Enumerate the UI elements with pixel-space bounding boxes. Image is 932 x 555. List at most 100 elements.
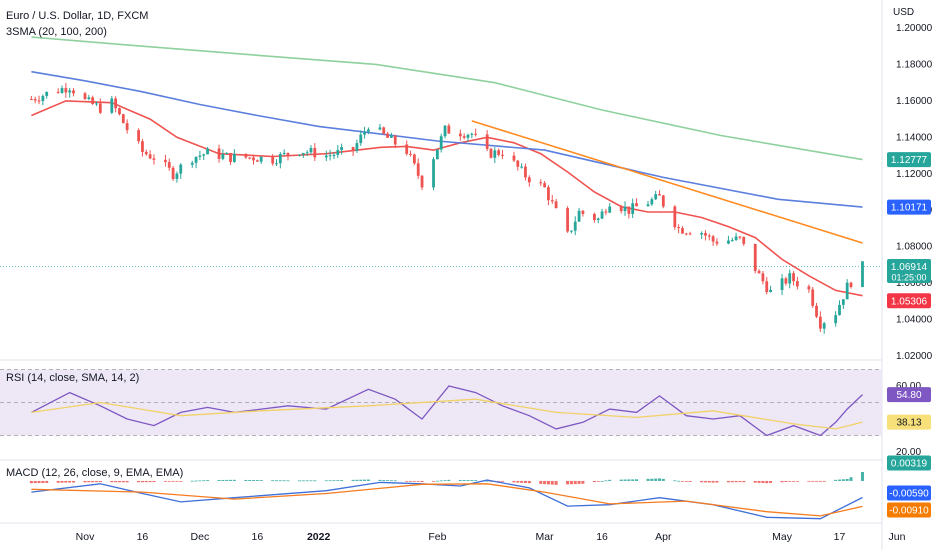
macd-histogram-bar [780, 480, 784, 483]
candle-up [573, 221, 577, 231]
candle-down [248, 157, 252, 159]
candle-down [604, 211, 608, 213]
candle-down [738, 236, 742, 238]
candle-down [688, 233, 692, 235]
macd-histogram-bar [33, 480, 37, 484]
macd-histogram-bar [458, 479, 462, 481]
series-trendline [471, 120, 863, 244]
macd-histogram-bar [711, 480, 715, 483]
candle-down [83, 93, 87, 100]
candle-down [37, 100, 41, 102]
candle-up [190, 162, 194, 165]
time-tick-label: Mar [536, 531, 555, 543]
macd-histogram-bar [83, 480, 87, 483]
candle-down [458, 133, 462, 137]
candle-down [405, 144, 409, 154]
candle-down [137, 130, 141, 142]
candle-up [769, 290, 772, 293]
candle-down [619, 206, 623, 212]
candle-up [841, 299, 845, 305]
macd-histogram-bar [765, 480, 769, 484]
candle-up [493, 150, 497, 158]
candle-up [232, 153, 236, 162]
candle-up [845, 282, 849, 300]
macd-value-label-text: 0.00319 [891, 459, 928, 470]
macd-histogram-bar [114, 480, 118, 483]
candle-down [33, 99, 37, 101]
candle-up [378, 127, 382, 130]
macd-histogram-bar [363, 479, 367, 481]
candle-up [194, 156, 198, 163]
macd-histogram-bar [409, 480, 413, 482]
time-tick-label: 16 [252, 531, 264, 543]
candle-down [271, 156, 275, 164]
macd-histogram-bar [527, 480, 531, 484]
macd-histogram-bar [635, 479, 639, 481]
macd-histogram-bar [340, 480, 344, 481]
macd-histogram-bar [474, 480, 478, 481]
macd-histogram-bar [569, 480, 573, 485]
macd-histogram-bar [466, 480, 470, 481]
macd-histogram-bar [202, 480, 206, 482]
macd-histogram-bar [726, 480, 730, 483]
macd-histogram-bar [784, 480, 788, 482]
macd-histogram-bar [769, 480, 773, 483]
candle-down [393, 135, 397, 145]
macd-histogram-bar [72, 480, 76, 483]
candle-up [202, 154, 206, 156]
macd-histogram-bar [592, 480, 596, 483]
candle-down [677, 227, 681, 229]
macd-histogram-bar [462, 479, 466, 481]
candle-up [838, 304, 841, 316]
macd-histogram-bar [838, 479, 842, 481]
macd-value-label-bg [887, 485, 931, 501]
candle-up [623, 206, 627, 212]
candle-up [600, 211, 604, 219]
candle-up [87, 97, 91, 100]
macd-histogram-bar [447, 479, 451, 481]
macd-histogram-bar [432, 480, 436, 482]
time-tick-label: Jun [888, 531, 905, 543]
candle-down [707, 235, 711, 237]
rsi-tick-label: 60.00 [896, 381, 921, 392]
candle-down [742, 236, 746, 244]
price-label-text: 1.05306 [891, 296, 928, 307]
price-label-text: 1.10171 [891, 203, 928, 214]
macd-histogram-bar [730, 480, 734, 483]
macd-histogram-bar [328, 480, 332, 482]
macd-histogram-bar [604, 480, 608, 482]
macd-histogram-bar [550, 480, 554, 485]
candle-down [351, 147, 355, 151]
candle-down [635, 203, 638, 207]
macd-value-label: 0.00319 [887, 455, 931, 471]
candle-down [56, 91, 60, 93]
candle-up [198, 155, 202, 157]
macd-histogram-bar [412, 480, 416, 482]
candle-down [592, 213, 596, 220]
time-tick-label: 17 [834, 531, 846, 543]
candle-up [520, 166, 524, 168]
price-label-bg [887, 293, 931, 309]
macd-histogram-bar [309, 480, 313, 482]
candle-down [416, 163, 420, 176]
price-label: 1.05306 [887, 293, 931, 309]
candle-up [41, 95, 45, 101]
macd-legend: MACD (12, 26, close, 9, EMA, EMA) [6, 467, 184, 479]
candle-up [359, 134, 363, 144]
macd-histogram-bar [554, 480, 558, 485]
macd-histogram-bar [822, 480, 826, 482]
candle-up [596, 218, 600, 220]
macd-histogram-bar [703, 480, 707, 483]
macd-histogram-bar [631, 479, 635, 481]
macd-histogram-bar [416, 480, 420, 482]
price-tick-label: 1.16000 [896, 96, 932, 107]
macd-histogram-bar [244, 479, 248, 481]
time-tick-label: 16 [596, 531, 608, 543]
candle-down [554, 201, 558, 209]
candle-down [753, 243, 757, 271]
macd-histogram-bar [278, 480, 282, 482]
candle-down [148, 154, 152, 159]
